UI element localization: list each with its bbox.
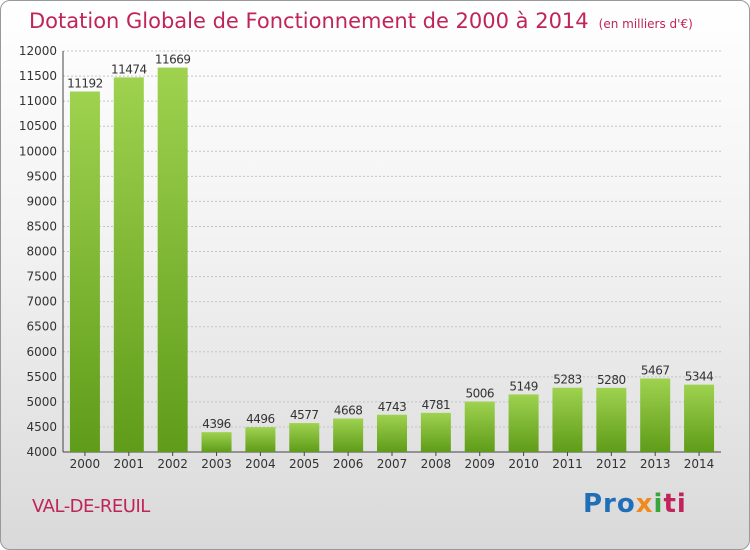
x-tick-label: 2005 [289, 457, 320, 471]
data-label: 11474 [111, 62, 147, 76]
bar [157, 67, 188, 453]
commune-name: VAL-DE-REUIL [32, 496, 150, 517]
x-tick-label: 2012 [596, 457, 627, 471]
data-label: 4396 [202, 417, 231, 431]
logo-part-2: x [635, 489, 654, 519]
x-tick-label: 2007 [377, 457, 408, 471]
bar [377, 414, 407, 452]
bar [333, 418, 364, 452]
logo-part-4: ti [663, 489, 687, 519]
bar [245, 427, 276, 452]
x-tick-label: 2002 [157, 457, 188, 471]
data-label: 5149 [509, 379, 538, 393]
data-label: 5344 [685, 370, 714, 384]
data-label: 4781 [422, 398, 451, 412]
y-tick-label: 9500 [26, 169, 57, 183]
logo-part-3: i [653, 489, 664, 519]
bar [420, 412, 451, 452]
x-tick-label: 2010 [508, 457, 539, 471]
x-tick-label: 2006 [333, 457, 364, 471]
data-label: 4743 [378, 400, 407, 414]
bar [201, 432, 232, 452]
bar [464, 401, 495, 452]
data-label: 4668 [334, 404, 363, 418]
x-tick-label: 2001 [114, 457, 145, 471]
x-tick-label: 2011 [552, 457, 583, 471]
bar [113, 77, 144, 452]
y-tick-label: 7500 [26, 270, 57, 284]
data-label: 5467 [641, 363, 670, 377]
x-tick-label: 2003 [201, 457, 232, 471]
data-label: 5283 [553, 373, 582, 387]
bar [640, 378, 671, 452]
y-tick-label: 8500 [26, 219, 57, 233]
bar [508, 394, 539, 452]
data-label: 11192 [67, 77, 103, 91]
y-tick-label: 7000 [26, 295, 57, 309]
y-tick-label: 12000 [19, 44, 57, 58]
y-tick-label: 6500 [26, 320, 57, 334]
bar [596, 387, 627, 452]
data-label: 4577 [290, 408, 319, 422]
x-tick-label: 2014 [684, 457, 715, 471]
y-tick-label: 6000 [26, 345, 57, 359]
y-tick-label: 11000 [19, 94, 57, 108]
x-tick-label: 2008 [421, 457, 452, 471]
logo-part-1: Pro [583, 489, 636, 519]
y-tick-label: 10000 [19, 144, 57, 158]
chart-title-text: Dotation Globale de Fonctionnement de 20… [29, 9, 589, 33]
chart-title: Dotation Globale de Fonctionnement de 20… [29, 9, 693, 33]
bar [69, 91, 100, 452]
y-tick-label: 8000 [26, 245, 57, 259]
x-tick-label: 2000 [70, 457, 101, 471]
x-tick-label: 2013 [640, 457, 671, 471]
data-label: 4496 [246, 412, 275, 426]
x-tick-label: 2004 [245, 457, 276, 471]
data-label: 11669 [155, 53, 191, 67]
y-tick-label: 5000 [26, 395, 57, 409]
y-tick-label: 10500 [19, 119, 57, 133]
y-tick-label: 5500 [26, 370, 57, 384]
proxiti-logo: Proxiti [583, 489, 687, 519]
bar [684, 384, 715, 452]
x-tick-label: 2009 [464, 457, 495, 471]
y-tick-label: 11500 [19, 69, 57, 83]
bar-chart: 4000 4500 5000 5500 6000 6500 7000 7500 8000 8500… [19, 44, 721, 471]
y-tick-label: 4500 [26, 420, 57, 434]
bar [289, 423, 320, 452]
bar [552, 387, 583, 452]
data-label: 5280 [597, 373, 626, 387]
data-label: 5006 [465, 387, 494, 401]
chart-subtitle: (en milliers d'€) [598, 17, 693, 31]
y-tick-label: 4000 [26, 445, 57, 459]
y-tick-label: 9000 [26, 194, 57, 208]
